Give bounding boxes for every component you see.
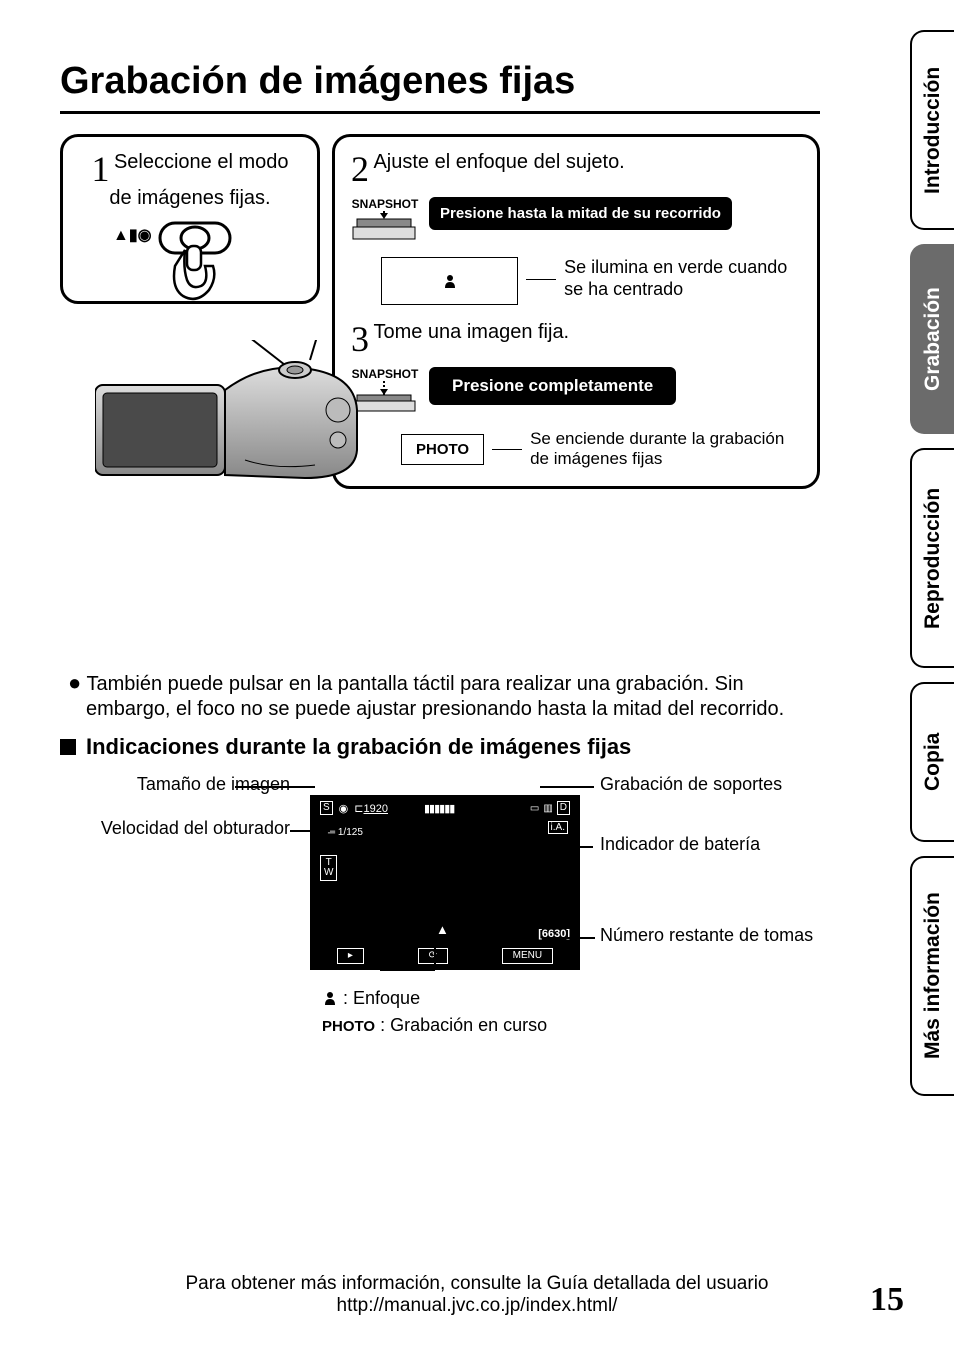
step1-box: 1 Seleccione el modo de imágenes fijas. … [60,134,320,304]
snapshot-label-2: SNAPSHOT [351,197,419,211]
tab-copia[interactable]: Copia [910,682,954,842]
step2-text: Ajuste el enfoque del sujeto. [373,151,624,173]
lcd-resolution: ⊏1920 [354,802,388,815]
lcd-diagram: S ◉ ⊏1920 ▮▮▮▮▮▮ ▭ ▥ D i.A. ═ 1/125 TW [… [60,770,820,1050]
subsection-text: Indicaciones durante la grabación de imá… [86,734,631,760]
touch-note: ● También puede pulsar en la pantalla tá… [60,669,820,722]
tab-mas-informacion[interactable]: Más información [910,856,954,1096]
callout-shutter: Velocidad del obturador [60,818,290,839]
step3-text: Tome una imagen fija. [373,321,569,343]
person-icon [322,990,338,1006]
legend-recording: PHOTO : Grabación en curso [322,1012,547,1039]
ia-badge: i.A. [548,817,568,835]
step2-instruction-pill: Presione hasta la mitad de su recorrido [429,197,732,230]
d-icon: D [557,801,570,815]
footer-line1: Para obtener más información, consulte l… [185,1273,768,1294]
focus-leader-icon [380,930,450,985]
lcd-shutter: ═ 1/125 [328,827,363,838]
svg-text:▲▮◉: ▲▮◉ [113,227,152,244]
person-icon [442,273,458,289]
play-icon: ▸ [337,948,364,964]
snapshot-button-half-icon: SNAPSHOT [351,197,419,243]
menu-button: MENU [502,948,553,964]
step1-number: 1 [91,151,109,187]
tab-reproduccion[interactable]: Reproducción [910,448,954,668]
lcd-legend: : Enfoque PHOTO : Grabación en curso [322,985,547,1039]
camera-icon: ◉ [339,802,349,815]
step2-note: Se ilumina en verde cuando se ha centrad… [564,257,801,300]
callout-imagesize: Tamaño de imagen [60,774,290,795]
tab-introduccion[interactable]: Introducción [910,30,954,230]
bullet-icon: ● [68,670,81,695]
footer-url: http://manual.jvc.co.jp/index.html/ [337,1295,618,1316]
focus-indicator-box [381,257,518,305]
touch-note-text: También puede pulsar en la pantalla táct… [86,673,784,720]
step2-number: 2 [351,151,369,187]
page-footer: Para obtener más información, consulte l… [0,1273,954,1317]
callout-shots: Número restante de tomas [600,925,813,946]
mode-switch-illustration: ▲▮◉ [79,218,301,313]
callout-media: Grabación de soportes [600,774,782,795]
step2-snapshot-group: SNAPSHOT Presione hasta la mitad de su r… [351,197,801,243]
subsection-heading: Indicaciones durante la grabación de imá… [60,734,914,760]
step3-instruction-pill: Presione completamente [429,367,676,405]
photo-label-box: PHOTO [401,434,484,465]
page-title: Grabación de imágenes fijas [60,60,914,103]
s-icon: S [320,801,333,815]
step23-box: 2 Ajuste el enfoque del sujeto. SNAPSHOT… [332,134,820,489]
title-rule [60,111,820,114]
step3-snapshot-group: SNAPSHOT Presione completamente [351,367,801,413]
leader-line [526,279,556,280]
step1-text: Seleccione el modo de imágenes fijas. [109,151,288,209]
callout-battery: Indicador de batería [600,834,760,855]
square-bullet-icon [60,739,76,755]
lcd-battery-group: ▭ ▥ D [530,801,570,815]
sd-icon: ▭ [530,803,539,814]
rec-bar-icon: ▮▮▮▮▮▮ [424,802,454,815]
battery-icon: ▥ [543,803,552,814]
lcd-topbar: S ◉ ⊏1920 ▮▮▮▮▮▮ [320,801,454,815]
side-tabs: Introducción Grabación Reproducción Copi… [910,30,954,1096]
camcorder-illustration [95,340,375,505]
step3-note: Se enciende durante la grabación de imág… [530,429,801,470]
tab-grabacion[interactable]: Grabación [910,244,954,434]
legend-focus: : Enfoque [322,985,547,1012]
page-number: 15 [870,1281,904,1319]
leader-line [492,449,522,450]
lcd-zoom-icon: TW [320,855,337,881]
